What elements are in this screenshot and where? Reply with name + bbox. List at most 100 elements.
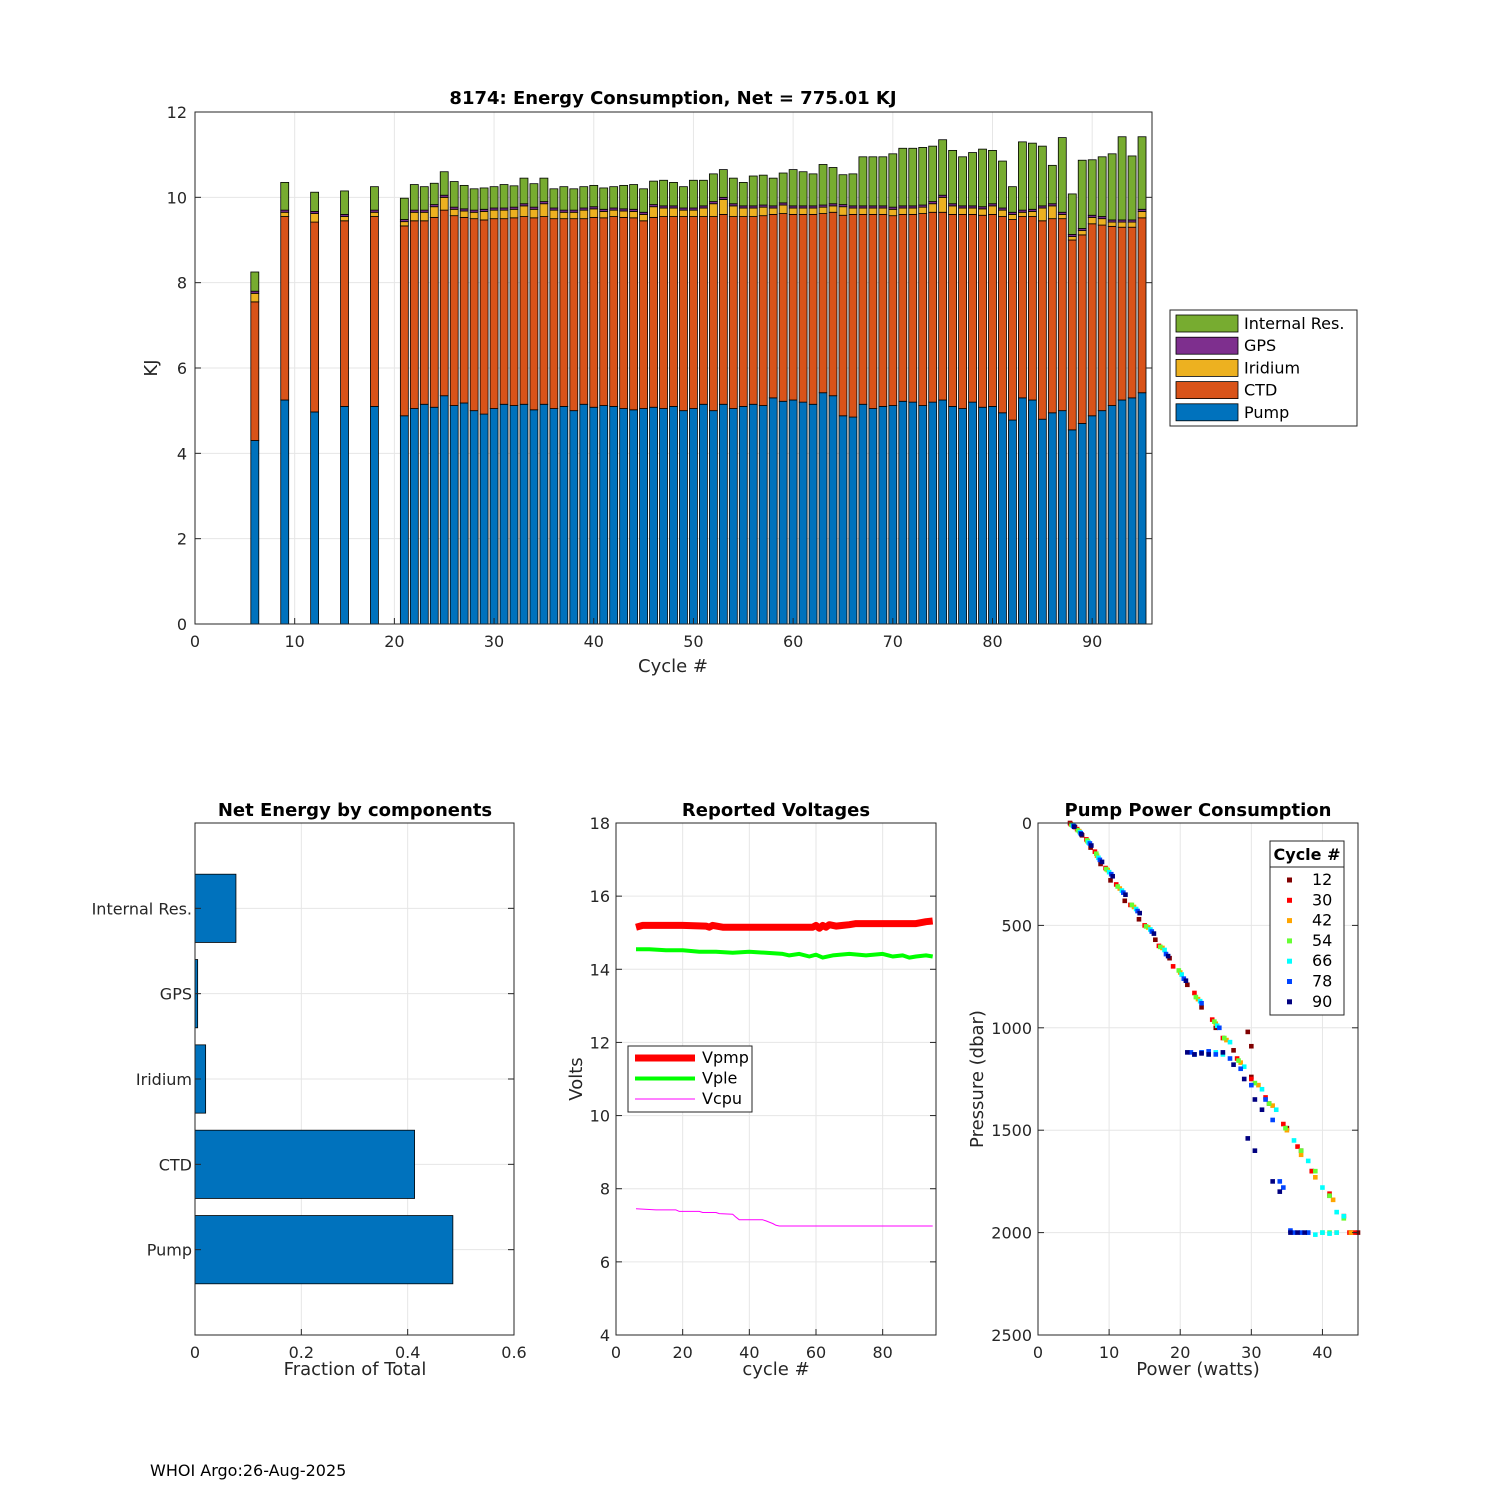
energy-bar-pump-cycle-45 <box>639 408 648 625</box>
components-category-label: GPS <box>160 985 192 1004</box>
energy-bar-internal-res-cycle-87 <box>1057 137 1067 213</box>
energy-bar-internal-res-cycle-65 <box>838 174 848 205</box>
energy-bar-pump-cycle-82 <box>1008 419 1017 625</box>
energy-bar-iridium-cycle-39 <box>579 209 589 220</box>
energy-bar-iridium-cycle-21 <box>399 221 409 227</box>
energy-bar-iridium-cycle-93 <box>1117 221 1127 228</box>
energy-bar-pump-cycle-70 <box>888 405 898 625</box>
energy-x-tick: 80 <box>982 632 1002 651</box>
energy-bar-pump-cycle-84 <box>1027 399 1037 625</box>
energy-bar-ctd-cycle-79 <box>978 214 987 408</box>
energy-bar-internal-res-cycle-6 <box>250 271 260 292</box>
energy-bar-ctd-cycle-9 <box>280 216 290 401</box>
energy-bar-pump-cycle-6 <box>250 440 260 625</box>
energy-legend-label: GPS <box>1244 336 1276 355</box>
energy-bar-iridium-cycle-22 <box>409 211 419 222</box>
energy-x-label: Cycle # <box>638 656 708 677</box>
voltages-y-tick: 4 <box>600 1326 610 1345</box>
energy-bar-pump-cycle-74 <box>928 401 938 625</box>
energy-bar-pump-cycle-22 <box>409 408 419 625</box>
energy-bar-internal-res-cycle-64 <box>828 167 838 205</box>
pump-point-cycle-66 <box>1273 1107 1279 1113</box>
energy-bar-ctd-cycle-26 <box>449 215 459 406</box>
energy-bar-pump-cycle-78 <box>968 401 977 625</box>
energy-bar-internal-res-cycle-84 <box>1027 142 1037 210</box>
pump-point-cycle-90 <box>1259 1107 1265 1113</box>
energy-legend-label: Internal Res. <box>1244 314 1344 333</box>
energy-bar-pump-cycle-80 <box>988 405 997 625</box>
pump-x-tick: 30 <box>1241 1343 1261 1362</box>
energy-bar-iridium-cycle-84 <box>1027 211 1037 217</box>
pump-point-cycle-66 <box>1320 1185 1325 1190</box>
pump-point-cycle-90 <box>1183 978 1189 983</box>
energy-bar-iridium-cycle-33 <box>519 205 529 217</box>
energy-bar-pump-cycle-56 <box>748 403 758 625</box>
energy-bar-pump-cycle-34 <box>529 409 539 625</box>
energy-bar-iridium-cycle-38 <box>569 211 579 220</box>
energy-bar-internal-res-cycle-48 <box>669 181 678 207</box>
energy-bar-ctd-cycle-70 <box>888 215 898 406</box>
pump-point-cycle-54 <box>1212 1019 1217 1024</box>
voltages-line-vple <box>636 947 934 960</box>
energy-bar-iridium-cycle-43 <box>619 210 629 218</box>
energy-bar-pump-cycle-66 <box>848 416 858 625</box>
components-x-tick: 0.4 <box>395 1343 420 1362</box>
pump-point-cycle-12 <box>1122 898 1128 904</box>
energy-bar-pump-cycle-46 <box>649 406 658 625</box>
energy-bar-pump-cycle-42 <box>609 405 619 625</box>
pump-y-tick: 1500 <box>991 1121 1032 1140</box>
energy-bar-iridium-cycle-57 <box>758 206 768 217</box>
energy-bar-iridium-cycle-90 <box>1087 216 1097 225</box>
energy-bar-ctd-cycle-82 <box>1008 219 1017 421</box>
energy-bar-pump-cycle-18 <box>370 405 379 625</box>
energy-bar-iridium-cycle-76 <box>948 205 958 215</box>
pump-point-cycle-90 <box>1110 873 1115 879</box>
energy-bar-ctd-cycle-12 <box>310 221 320 413</box>
voltages-y-label: Volts <box>566 1057 587 1100</box>
pump-point-cycle-42 <box>1330 1197 1336 1203</box>
components-category-label: Iridium <box>136 1070 192 1089</box>
energy-bar-iridium-cycle-28 <box>469 211 479 220</box>
energy-bar-pump-cycle-48 <box>669 405 678 625</box>
energy-bar-ctd-cycle-75 <box>938 211 948 401</box>
pump-point-cycle-54 <box>1103 866 1109 872</box>
energy-bar-internal-res-cycle-34 <box>529 183 539 208</box>
energy-bar-pump-cycle-28 <box>469 410 479 625</box>
energy-bar-ctd-cycle-29 <box>479 219 489 415</box>
energy-bar-ctd-cycle-76 <box>948 213 958 407</box>
energy-bar-internal-res-cycle-39 <box>579 186 589 209</box>
voltages-x-tick: 20 <box>672 1343 692 1362</box>
energy-bar-pump-cycle-69 <box>878 405 888 625</box>
energy-bar-ctd-cycle-95 <box>1137 217 1147 394</box>
energy-x-tick: 40 <box>584 632 604 651</box>
energy-bar-iridium-cycle-26 <box>449 208 459 217</box>
energy-bar-iridium-cycle-41 <box>599 211 609 219</box>
energy-bar-pump-cycle-32 <box>509 405 519 625</box>
energy-bar-internal-res-cycle-66 <box>848 173 858 207</box>
energy-bar-internal-res-cycle-24 <box>429 182 439 205</box>
pump-y-tick: 2500 <box>991 1326 1032 1345</box>
energy-bar-internal-res-cycle-79 <box>978 148 987 208</box>
energy-bar-ctd-cycle-84 <box>1027 216 1037 401</box>
energy-bar-ctd-cycle-57 <box>758 215 768 406</box>
energy-bar-internal-res-cycle-82 <box>1008 186 1017 213</box>
energy-bar-internal-res-cycle-69 <box>878 156 888 207</box>
energy-bar-internal-res-cycle-80 <box>988 149 997 205</box>
energy-bar-internal-res-cycle-61 <box>798 171 808 207</box>
energy-bar-internal-res-cycle-95 <box>1137 136 1147 210</box>
energy-y-tick: 6 <box>177 359 187 378</box>
energy-bar-ctd-cycle-22 <box>409 220 419 409</box>
voltages-x-tick: 60 <box>806 1343 826 1362</box>
energy-bar-iridium-cycle-44 <box>629 211 639 219</box>
energy-bar-ctd-cycle-52 <box>708 216 718 412</box>
pump-point-cycle-54 <box>1327 1193 1332 1199</box>
energy-bar-pump-cycle-67 <box>858 403 868 625</box>
energy-bar-ctd-cycle-34 <box>529 217 539 411</box>
energy-bar-iridium-cycle-58 <box>768 207 778 215</box>
energy-bar-internal-res-cycle-68 <box>868 156 878 207</box>
energy-bar-pump-cycle-57 <box>758 405 768 625</box>
energy-bar-iridium-cycle-34 <box>529 208 539 219</box>
energy-bar-internal-res-cycle-42 <box>609 186 619 209</box>
pump-point-cycle-78 <box>1217 1025 1222 1031</box>
energy-chart-title: 8174: Energy Consumption, Net = 775.01 K… <box>449 88 896 109</box>
